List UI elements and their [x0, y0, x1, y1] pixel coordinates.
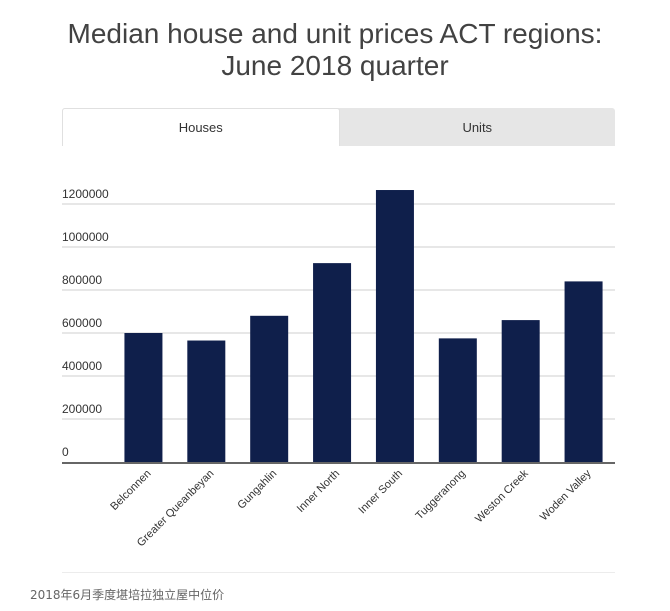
x-tick-label: Weston Creek	[473, 467, 531, 525]
y-tick-label: 1000000	[62, 230, 109, 244]
chart-title-line2: June 2018 quarter	[221, 50, 449, 81]
x-tick-label: Inner South	[356, 468, 405, 517]
bar	[564, 281, 603, 462]
bar	[501, 320, 540, 462]
bar	[187, 340, 226, 462]
bar	[438, 338, 477, 462]
tab-units[interactable]: Units	[462, 119, 493, 135]
x-tick-label: Gungahlin	[235, 468, 279, 512]
image-caption: 2018年6月季度堪培拉独立屋中位价	[30, 588, 225, 602]
y-tick-label: 400000	[62, 359, 102, 373]
x-tick-label: Woden Valley	[538, 467, 594, 523]
chart-title-line1: Median house and unit prices ACT regions…	[67, 18, 603, 49]
tab-bar: Houses Units	[62, 108, 615, 146]
bar	[250, 315, 289, 462]
divider	[62, 572, 615, 573]
y-tick-label: 600000	[62, 316, 102, 330]
y-tick-label: 800000	[62, 273, 102, 287]
x-tick-label: Belconnen	[108, 468, 153, 513]
x-tick-label: Tuggeranong	[413, 468, 467, 522]
tab-houses[interactable]: Houses	[62, 108, 340, 146]
x-tick-label: Inner North	[295, 468, 342, 515]
bar	[124, 333, 163, 462]
y-tick-label: 1200000	[62, 187, 109, 201]
y-tick-label: 200000	[62, 402, 102, 416]
bar	[375, 190, 414, 462]
y-tick-label: 0	[62, 445, 69, 459]
bar	[313, 263, 352, 462]
